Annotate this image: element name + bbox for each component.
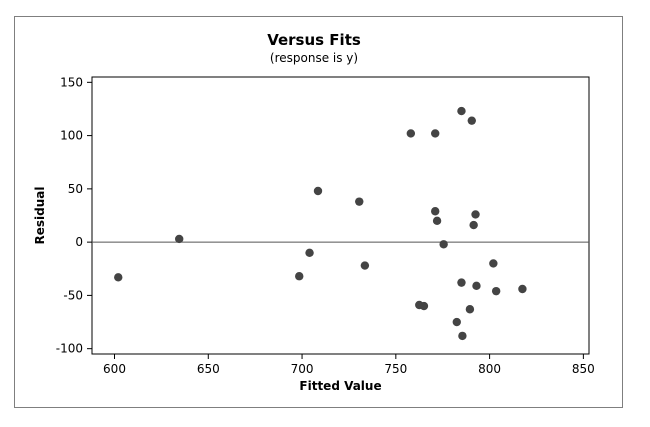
chart-title: Versus Fits xyxy=(267,31,361,49)
data-point xyxy=(431,129,440,138)
y-axis-label: Residual xyxy=(33,187,47,245)
data-point xyxy=(360,261,370,270)
data-point xyxy=(419,301,429,311)
x-tick-label: 700 xyxy=(291,362,314,376)
data-point xyxy=(355,197,364,206)
y-tick-label: -50 xyxy=(63,288,83,302)
data-point xyxy=(313,186,323,196)
x-axis-label: Fitted Value xyxy=(299,379,381,393)
x-tick-label: 750 xyxy=(384,362,407,376)
y-tick-label: 150 xyxy=(60,75,83,89)
data-point xyxy=(431,207,440,216)
chart-subtitle: (response is y) xyxy=(270,51,358,65)
data-point xyxy=(406,129,416,138)
data-point xyxy=(467,116,476,125)
data-point xyxy=(458,331,467,341)
plot-area xyxy=(91,76,590,355)
y-tick-label: 100 xyxy=(60,129,83,143)
data-point xyxy=(465,305,475,314)
data-point xyxy=(175,234,184,244)
x-tick-label: 850 xyxy=(572,362,595,376)
data-point xyxy=(471,210,480,219)
data-point xyxy=(491,286,501,296)
data-point xyxy=(518,284,527,294)
data-point xyxy=(305,248,314,257)
data-point xyxy=(469,220,478,230)
data-point xyxy=(439,240,448,249)
data-point xyxy=(489,259,498,268)
x-tick-label: 650 xyxy=(197,362,220,376)
data-point xyxy=(295,272,304,281)
data-point xyxy=(457,106,466,116)
data-point xyxy=(457,278,466,287)
data-point xyxy=(452,317,461,327)
data-point xyxy=(432,216,442,226)
x-axis: 600 650 700 750 800 850 xyxy=(103,354,595,376)
data-point xyxy=(114,273,123,282)
y-axis: -100 -50 0 50 100 150 xyxy=(56,75,92,356)
data-points xyxy=(114,106,527,341)
y-tick-label: 0 xyxy=(75,235,83,249)
x-tick-label: 600 xyxy=(103,362,126,376)
x-tick-label: 800 xyxy=(478,362,501,376)
y-tick-label: 50 xyxy=(68,182,83,196)
data-point xyxy=(472,281,481,291)
y-tick-label: -100 xyxy=(56,342,83,356)
